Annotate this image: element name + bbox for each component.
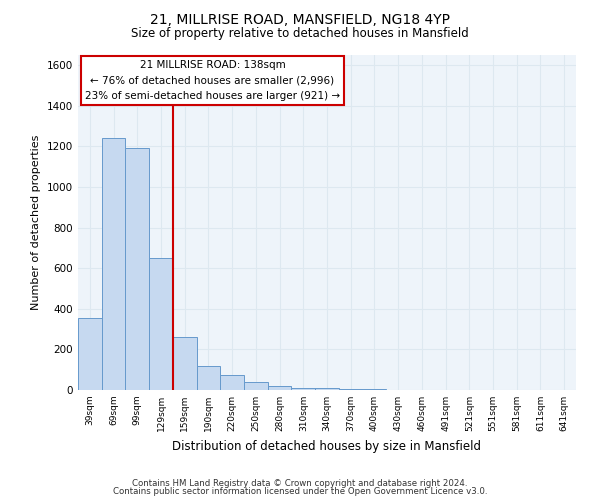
Bar	[78, 318, 102, 390]
X-axis label: Distribution of detached houses by size in Mansfield: Distribution of detached houses by size …	[173, 440, 482, 452]
Text: 21 MILLRISE ROAD: 138sqm
← 76% of detached houses are smaller (2,996)
23% of sem: 21 MILLRISE ROAD: 138sqm ← 76% of detach…	[85, 60, 340, 101]
Bar	[173, 336, 197, 390]
Bar	[102, 138, 125, 390]
Text: 21, MILLRISE ROAD, MANSFIELD, NG18 4YP: 21, MILLRISE ROAD, MANSFIELD, NG18 4YP	[150, 12, 450, 26]
Bar	[268, 386, 292, 390]
Bar	[292, 388, 315, 390]
Text: Contains public sector information licensed under the Open Government Licence v3: Contains public sector information licen…	[113, 487, 487, 496]
Bar	[220, 376, 244, 390]
Bar	[244, 382, 268, 390]
Y-axis label: Number of detached properties: Number of detached properties	[31, 135, 41, 310]
Bar	[315, 388, 339, 390]
Text: Size of property relative to detached houses in Mansfield: Size of property relative to detached ho…	[131, 28, 469, 40]
Bar	[149, 258, 173, 390]
Bar	[125, 148, 149, 390]
Bar	[339, 389, 362, 390]
Text: Contains HM Land Registry data © Crown copyright and database right 2024.: Contains HM Land Registry data © Crown c…	[132, 478, 468, 488]
Bar	[197, 366, 220, 390]
